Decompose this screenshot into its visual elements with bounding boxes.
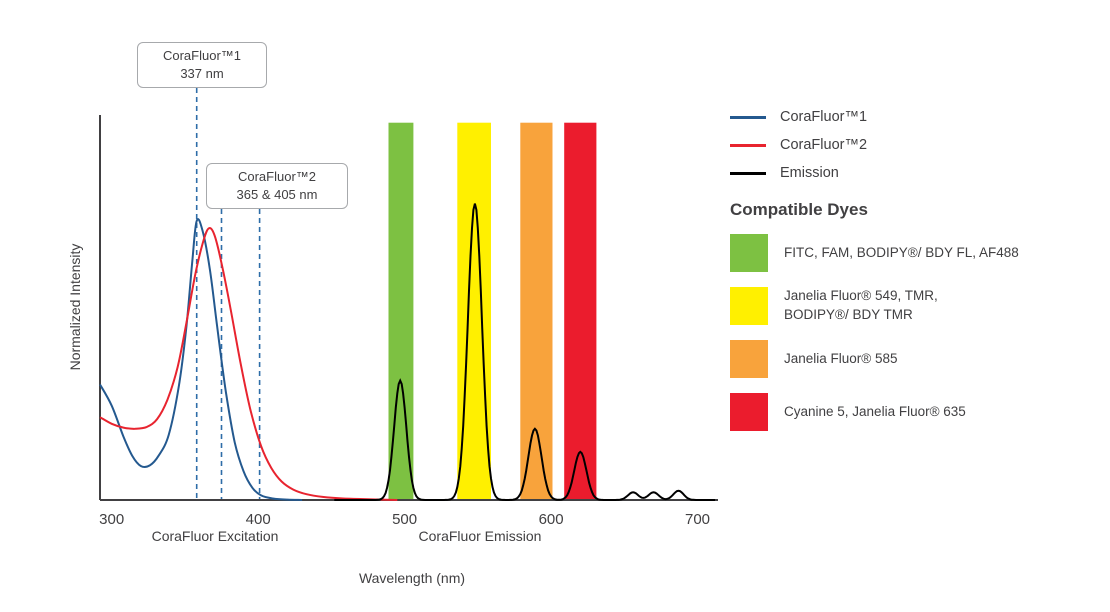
series-corafluor2-excitation (99, 227, 398, 501)
annotation-title: CoraFluor™1 (162, 48, 242, 63)
series-corafluor1-excitation (99, 218, 303, 501)
x-tick-label: 300 (99, 511, 124, 528)
legend-line-sample (730, 143, 766, 147)
dye-label: Cyanine 5, Janelia Fluor® 635 (784, 403, 966, 419)
legend-item-emission: Emission (730, 162, 1102, 184)
compatible-dyes-heading: Compatible Dyes (730, 200, 868, 219)
y-axis-label: Normalized Intensity (67, 243, 83, 371)
x-axis-title: Wavelength (nm) (358, 570, 466, 586)
spectra-chart: 300 400 500 600 700 (99, 88, 718, 528)
dye-color-swatch (730, 393, 768, 431)
dye-color-swatch (730, 287, 768, 325)
annotation-value: 365 & 405 nm (236, 187, 318, 203)
dye-item-yellow: Janelia Fluor® 549, TMR, BODIPY®/ BDY TM… (730, 287, 1102, 325)
dye-label: FITC, FAM, BODIPY®/ BDY FL, AF488 (784, 244, 1019, 260)
annotation-value: 337 nm (180, 66, 224, 82)
band-red-filter (564, 122, 597, 500)
x-tick-label: 700 (685, 511, 710, 528)
legend-line-sample (730, 171, 766, 175)
dye-color-swatch (730, 234, 768, 272)
series-emission (334, 203, 716, 501)
x-section-label-excitation: CoraFluor Excitation (151, 528, 279, 544)
x-tick-label: 600 (539, 511, 564, 528)
dye-label: Janelia Fluor® 549, TMR, BODIPY®/ BDY TM… (784, 288, 938, 322)
legend-line-sample (730, 115, 766, 119)
dye-item-red: Cyanine 5, Janelia Fluor® 635 (730, 393, 1102, 431)
band-orange-filter (520, 122, 553, 500)
legend-item-corafluor1: CoraFluor™1 (730, 106, 1102, 128)
dye-item-green: FITC, FAM, BODIPY®/ BDY FL, AF488 (730, 234, 1102, 272)
x-tick-label: 400 (246, 511, 271, 528)
x-section-label-emission: CoraFluor Emission (418, 528, 542, 544)
annotation-corafluor2: CoraFluor™2 365 & 405 nm (206, 163, 348, 210)
annotation-corafluor1: CoraFluor™1 337 nm (137, 42, 267, 89)
legend-item-corafluor2: CoraFluor™2 (730, 134, 1102, 156)
legend-label: CoraFluor™2 (780, 137, 868, 153)
x-tick-label: 500 (392, 511, 417, 528)
legend-panel: CoraFluor™1 CoraFluor™2 Emission Compati… (730, 106, 1102, 446)
dye-color-swatch (730, 340, 768, 378)
annotation-title: CoraFluor™2 (237, 169, 317, 184)
dye-item-orange: Janelia Fluor® 585 (730, 340, 1102, 378)
legend-label: Emission (780, 165, 839, 181)
dye-label: Janelia Fluor® 585 (784, 350, 898, 366)
legend-label: CoraFluor™1 (780, 109, 868, 125)
